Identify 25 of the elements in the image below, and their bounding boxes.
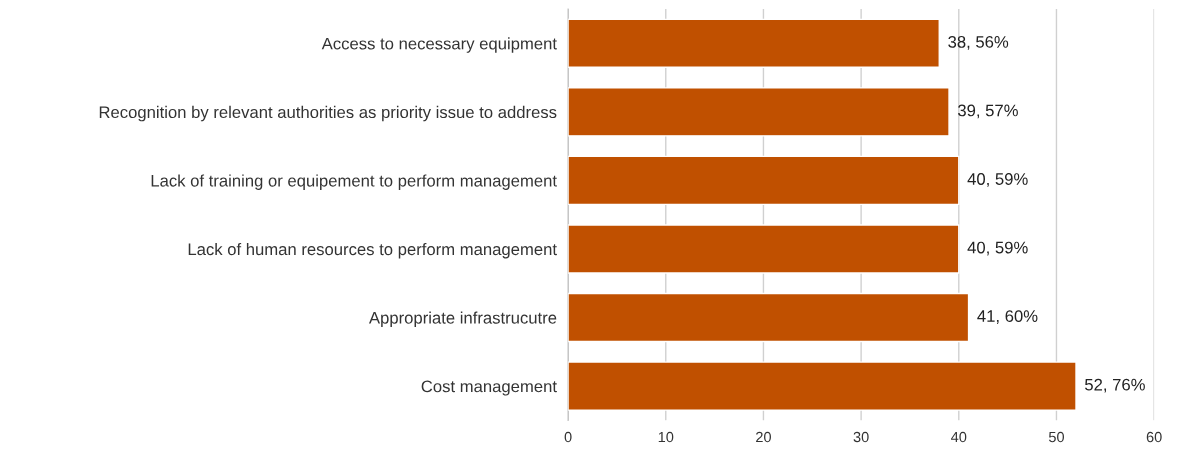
data-label: 41, 60%: [977, 310, 1038, 324]
data-label: 40, 59%: [967, 241, 1028, 256]
data-label: 52, 76%: [1085, 378, 1145, 393]
bar: [568, 155, 960, 206]
bar: [568, 87, 950, 137]
x-tick-label: 40: [951, 431, 967, 443]
bar: [568, 18, 940, 69]
bar: [568, 224, 960, 274]
bar: [568, 361, 1077, 411]
y-tick-label: Access to necessary equipment: [321, 37, 557, 53]
data-label: 39, 57%: [957, 104, 1018, 119]
data-label: 38, 56%: [948, 35, 1009, 50]
x-tick-label: 20: [756, 431, 771, 443]
y-tick-label: Lack of human resources to perform management: [188, 242, 557, 259]
data-label: 40, 59%: [967, 173, 1028, 187]
y-tick-label: Appropriate infrastrucutre: [368, 311, 557, 328]
x-tick-label: 60: [1146, 431, 1162, 443]
y-tick-label: Cost management: [421, 380, 557, 396]
bar: [568, 292, 970, 343]
y-tick-label: Recognition by relevant authorities as priority issue to address: [99, 105, 557, 122]
x-tick-label: 0: [564, 431, 572, 443]
x-tick-label: 10: [658, 431, 674, 443]
x-tick-label: 30: [853, 431, 869, 443]
y-tick-label: Lack of training or equipement to perform management: [151, 174, 557, 190]
x-tick-label: 50: [1048, 431, 1065, 443]
